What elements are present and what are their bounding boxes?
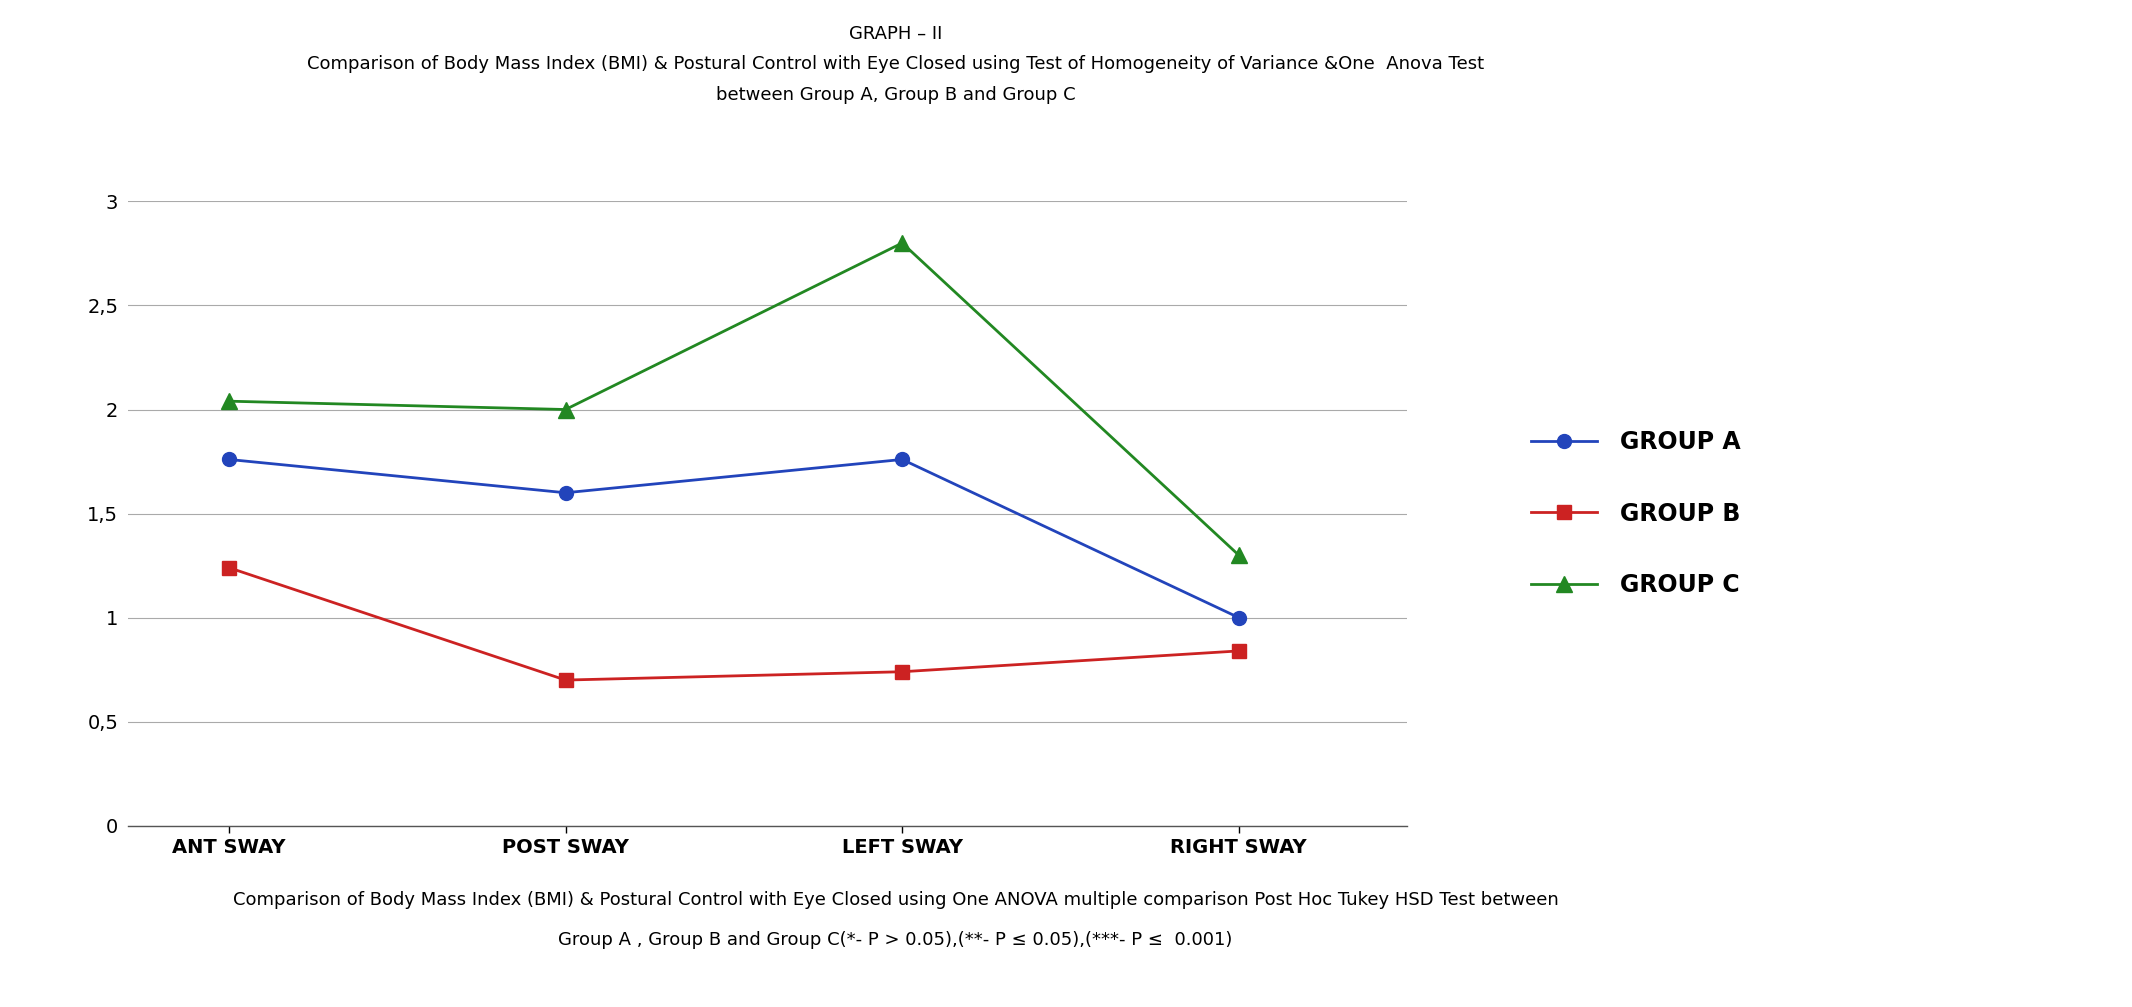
Text: Comparison of Body Mass Index (BMI) & Postural Control with Eye Closed using Tes: Comparison of Body Mass Index (BMI) & Po… (307, 55, 1484, 74)
Text: between Group A, Group B and Group C: between Group A, Group B and Group C (716, 86, 1075, 104)
Text: Group A , Group B and Group C(*- P > 0.05),(**- P ≤ 0.05),(***- P ≤  0.001): Group A , Group B and Group C(*- P > 0.0… (559, 931, 1232, 950)
Text: Comparison of Body Mass Index (BMI) & Postural Control with Eye Closed using One: Comparison of Body Mass Index (BMI) & Po… (232, 891, 1558, 909)
Legend: GROUP A, GROUP B, GROUP C: GROUP A, GROUP B, GROUP C (1522, 421, 1750, 606)
Text: GRAPH – II: GRAPH – II (849, 25, 942, 43)
